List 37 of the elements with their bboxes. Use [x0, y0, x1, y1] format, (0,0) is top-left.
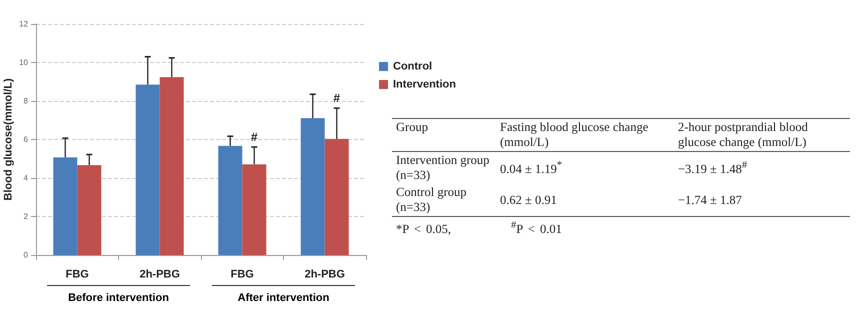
y-tick-label: 12 [19, 20, 29, 28]
text: 0.62 ± 0.91 [496, 184, 674, 216]
text: Group [392, 118, 496, 152]
bar [218, 146, 242, 255]
bar [160, 77, 184, 255]
text: After intervention [212, 285, 355, 304]
y-tick-label: 6 [24, 135, 29, 144]
x-tick-label: FBG [66, 268, 89, 280]
y-tick-label: 0 [24, 250, 29, 260]
y-tick-label: 10 [19, 58, 29, 67]
y-axis-title: Blood glucose(mmol/L) [2, 78, 14, 201]
text: Fasting blood glucose change (mmol/L) [496, 118, 674, 152]
bar [242, 164, 266, 255]
x-tick-label: 2h-PBG [140, 268, 180, 280]
bar [53, 157, 78, 255]
y-tick-label: 2 [24, 212, 29, 221]
bar [324, 138, 349, 255]
text: Before intervention [47, 285, 190, 304]
text: Intervention group (n=33) [395, 152, 490, 184]
text: *P < 0.05, [396, 222, 452, 236]
bar [77, 165, 102, 255]
text: 0.04 ± 1.19$^{*}$ [499, 159, 564, 179]
data-label: # [250, 130, 258, 144]
bar [300, 118, 325, 255]
bar [136, 84, 160, 255]
data-label: # [333, 91, 340, 106]
text: 2-hour postprandial blood glucose change (mmol/L) [674, 118, 850, 152]
y-tick-label: 8 [24, 96, 29, 106]
y-tick-label: 4 [24, 174, 29, 182]
legend-label: Intervention [393, 78, 456, 90]
legend-label: Control [393, 60, 432, 72]
x-tick-label: FBG [230, 268, 254, 280]
text: −3.19 ± 1.48$^{#}$ [677, 159, 748, 179]
text: Control group (n=33) [392, 184, 496, 216]
text: −1.74 ± 1.87 [674, 184, 850, 216]
x-tick-label: 2h-PBG [304, 268, 345, 280]
text: $^{#}$P < 0.01 [511, 220, 562, 236]
